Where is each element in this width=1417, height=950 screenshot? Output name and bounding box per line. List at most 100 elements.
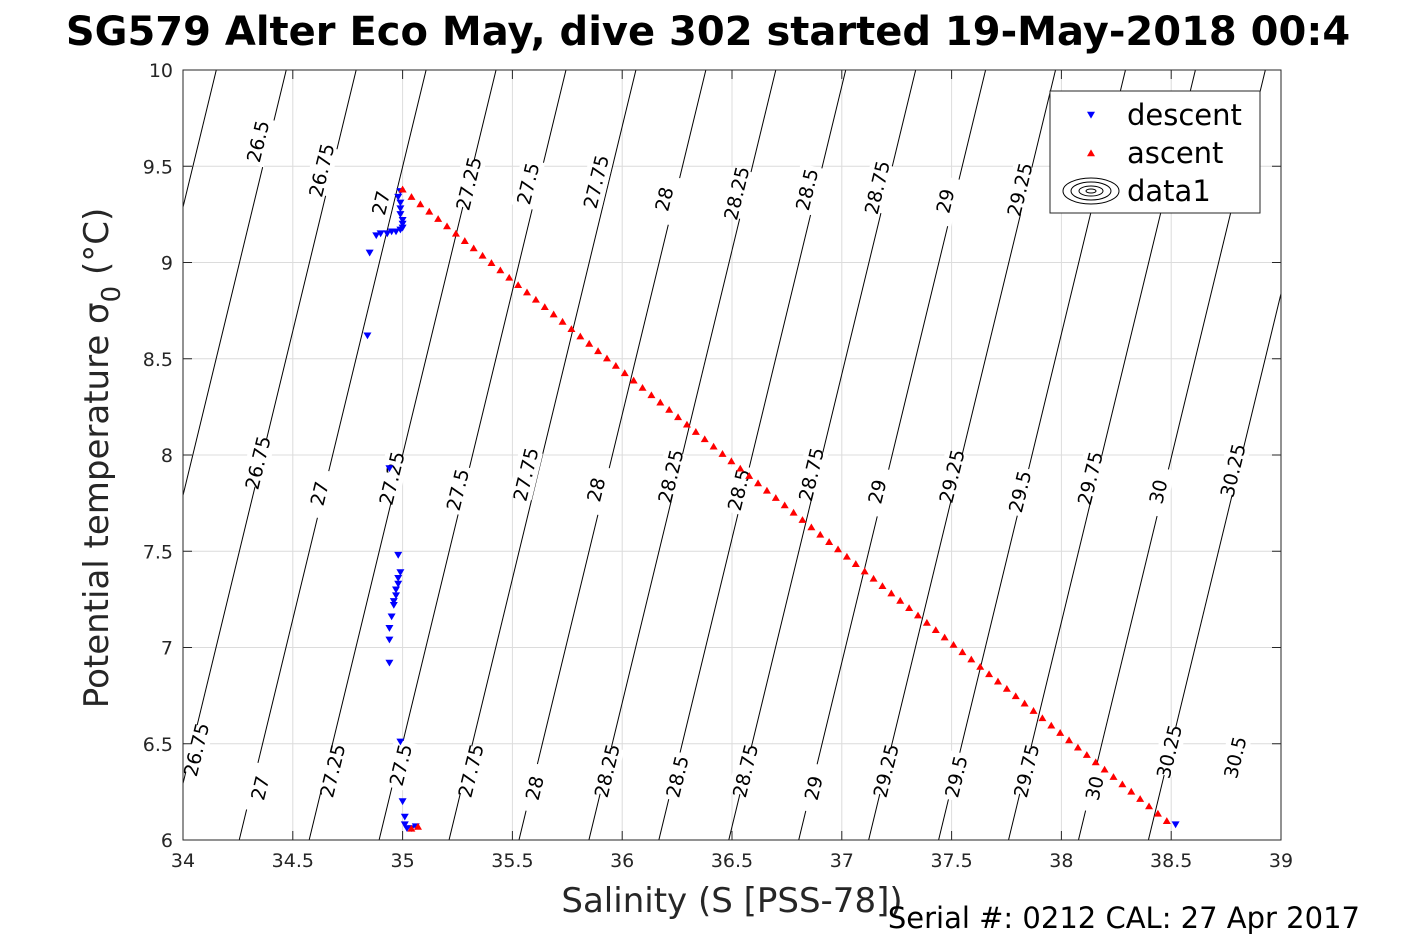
data-point-ascent [540, 303, 549, 311]
data-point-descent [400, 821, 409, 829]
legend-marker-icon [1087, 149, 1095, 157]
data-point-ascent [878, 582, 887, 590]
data-point-ascent [691, 428, 700, 435]
contour-label: 29.25 [870, 742, 904, 800]
contour-label: 28.25 [591, 742, 625, 800]
contour-label-mask [589, 744, 625, 797]
data-point-ascent [1002, 684, 1011, 692]
contour-label: 27.25 [375, 449, 409, 507]
data-point-ascent [718, 450, 727, 457]
data-point-descent [394, 551, 403, 559]
contour-label-mask [653, 450, 688, 503]
data-point-ascent [825, 538, 834, 545]
contour-label-mask [240, 115, 275, 168]
data-point-descent [396, 569, 405, 577]
contour-label: 28 [651, 185, 678, 214]
contour-label-mask [451, 157, 486, 210]
contour-label-mask [383, 738, 418, 792]
data-point-descent [394, 193, 403, 201]
data-point-ascent [567, 325, 576, 333]
contour-label-mask [1151, 725, 1187, 778]
data-point-ascent [798, 516, 807, 523]
data-point-descent [394, 575, 403, 582]
contour-label-mask [1008, 744, 1044, 797]
contour-label: 27.25 [316, 742, 350, 800]
data-point-descent [396, 199, 405, 207]
data-point-ascent [754, 479, 763, 487]
contour-label: 27.5 [443, 467, 474, 513]
contour-label: 27 [307, 479, 334, 508]
legend-marker-icon [1087, 111, 1095, 119]
data-point-ascent [807, 523, 816, 531]
data-point-ascent [780, 501, 789, 509]
x-tick-label: 37.5 [930, 850, 972, 872]
contour-label-mask [240, 436, 275, 489]
contour-label-mask [859, 465, 895, 518]
data-point-ascent [816, 530, 825, 538]
data-point-descent [372, 232, 381, 240]
data-point-ascent [451, 229, 460, 237]
data-point-ascent [1082, 751, 1091, 758]
data-point-ascent [771, 494, 780, 501]
data-point-ascent [611, 361, 620, 369]
data-point-ascent [416, 200, 425, 208]
contour-label: 28.5 [792, 166, 823, 212]
contour-label-mask [793, 448, 829, 501]
contour-label: 30.25 [1153, 723, 1187, 781]
contour-label: 27.5 [513, 161, 544, 207]
data-point-ascent [638, 383, 647, 391]
data-point-ascent [993, 677, 1002, 685]
contour-label: 26.75 [180, 721, 214, 779]
data-point-ascent [1056, 729, 1065, 736]
y-tick-label: 8 [161, 445, 173, 467]
y-tick-label: 7.5 [143, 541, 173, 563]
data-point-ascent [487, 259, 496, 266]
data-point-ascent [1136, 795, 1145, 802]
contour-label: 29 [864, 477, 891, 506]
data-point-ascent [1109, 773, 1118, 780]
data-point-descent [363, 332, 372, 340]
data-point-ascent [1100, 765, 1109, 773]
contour-label-mask [1077, 761, 1112, 815]
contour-label-mask [578, 155, 614, 208]
data-point-ascent [949, 640, 958, 648]
legend-label: descent [1127, 98, 1242, 132]
contour-label-mask [727, 744, 763, 797]
data-point-ascent [398, 185, 407, 193]
contour-label-mask [934, 450, 969, 503]
contour-label: 29.75 [1074, 449, 1108, 507]
data-point-ascent [1047, 721, 1056, 729]
data-point-descent [392, 586, 401, 594]
y-tick-label: 6.5 [143, 734, 173, 756]
data-point-ascent [896, 596, 905, 604]
y-axis-title-subscript: 0 [97, 286, 127, 303]
data-point-ascent [460, 237, 469, 244]
data-point-ascent [413, 822, 422, 830]
contour-label-mask [508, 448, 543, 501]
series-ascent [398, 185, 1171, 832]
data-point-ascent [665, 406, 674, 413]
data-point-descent [383, 230, 392, 238]
contour-label-mask [719, 167, 754, 220]
contour-label: 30 [1145, 477, 1172, 506]
contour-label-mask [1002, 163, 1037, 216]
x-tick-label: 34.5 [272, 850, 314, 872]
contour-label-mask [1140, 465, 1176, 518]
legend-contour-icon [1070, 181, 1112, 201]
data-point-ascent [1038, 714, 1047, 722]
contour-label: 28.75 [861, 159, 895, 217]
data-point-descent [398, 220, 407, 228]
data-point-descent [396, 211, 405, 218]
data-point-descent [365, 249, 374, 257]
data-point-ascent [629, 376, 638, 384]
x-tick-label: 35 [391, 850, 415, 872]
density-contour-line [183, 70, 217, 210]
data-point-ascent [1020, 699, 1029, 707]
data-point-ascent [709, 442, 718, 450]
data-point-ascent [656, 398, 665, 406]
legend-contour-icon [1085, 188, 1097, 194]
data-points-layer [363, 185, 1180, 833]
x-axis-title: Salinity (S [PSS-78]) [561, 881, 902, 921]
